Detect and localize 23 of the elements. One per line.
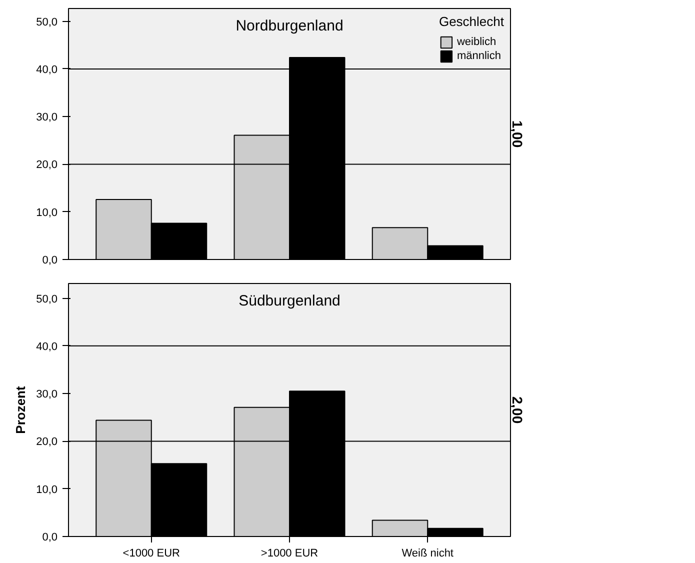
legend-title: Geschlecht [438,14,504,29]
text: Südburgenland [238,292,340,310]
legend-label: weiblich [456,35,496,49]
y-tick-label: 50,0 [36,16,58,28]
x-tick-label: Weiß nicht [402,548,454,560]
y-tick-label: 30,0 [36,388,58,401]
y-tick-label: 40,0 [36,340,58,353]
y-tick-label: 20,0 [36,436,58,448]
y-tick-label: 50,0 [36,293,58,306]
legend-label: männlich [456,49,501,63]
y-tick-label: 30,0 [36,112,58,124]
annotation: 2,00 [510,396,526,424]
text: Nordburgenland [236,18,344,34]
x-tick-label: <1000 EUR [122,548,180,560]
x-tick-label: >1000 EUR [260,548,318,560]
annotation: 1,00 [510,120,526,148]
y-tick-label: 20,0 [36,159,58,172]
y-axis-title: Prozent [13,385,28,434]
y-tick-label: 0,0 [42,532,58,544]
y-tick-label: 0,0 [42,254,58,266]
y-tick-label: 10,0 [36,206,58,219]
y-tick-label: 40,0 [36,64,58,76]
y-tick-label: 10,0 [36,484,58,496]
